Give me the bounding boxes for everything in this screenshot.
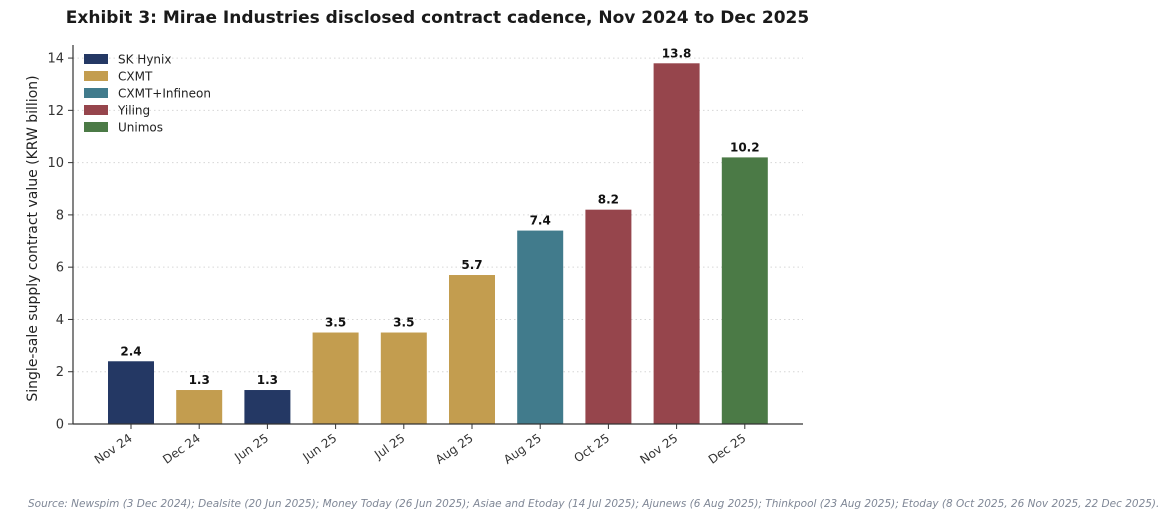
data-label: 5.7 (461, 258, 482, 272)
legend-swatch (84, 105, 108, 115)
legend-label: SK Hynix (118, 53, 171, 67)
bar-9 (721, 157, 768, 424)
bars (108, 63, 768, 425)
legend-label: CXMT+Infineon (118, 87, 211, 101)
bar-8 (653, 63, 700, 425)
y-tick-label: 14 (47, 52, 64, 67)
data-label: 2.4 (120, 344, 141, 358)
data-label: 1.3 (189, 373, 210, 387)
x-tick-label: Aug 25 (501, 431, 544, 467)
legend-label: Unimos (118, 121, 163, 135)
data-label: 1.3 (257, 373, 278, 387)
x-tick-label: Jun 25 (231, 431, 271, 465)
bar-7 (585, 209, 632, 424)
x-tick-label: Oct 25 (571, 431, 612, 465)
x-tick-label: Jun 25 (299, 431, 339, 465)
x-tick-label: Jul 25 (371, 431, 407, 462)
y-tick-label: 8 (56, 208, 64, 223)
x-tick-label: Dec 24 (160, 431, 203, 467)
data-label: 3.5 (325, 316, 346, 330)
bar-6 (517, 230, 564, 424)
bar-1 (176, 390, 223, 424)
bar-3 (312, 332, 359, 424)
data-label: 3.5 (393, 316, 414, 330)
source-note: Source: Newspim (3 Dec 2024); Dealsite (… (28, 498, 1160, 510)
legend-swatch (84, 122, 108, 132)
y-tick-label: 0 (56, 418, 64, 433)
data-labels: 2.4 1.3 1.3 3.5 3.5 5.7 7.4 8.2 13.8 10.2 (120, 46, 759, 387)
y-tick-label: 10 (47, 156, 64, 171)
data-label: 7.4 (530, 214, 551, 228)
legend-label: CXMT (118, 70, 153, 84)
legend-swatch (84, 88, 108, 98)
y-axis-label: Single-sale supply contract value (KRW b… (25, 75, 41, 401)
x-tick-label: Nov 24 (92, 431, 135, 467)
legend-swatch (84, 54, 108, 64)
x-tick-label: Aug 25 (433, 431, 476, 467)
data-label: 8.2 (598, 193, 619, 207)
y-tick-label: 2 (56, 365, 64, 380)
x-tick-label: Dec 25 (706, 431, 749, 467)
y-tick-label: 6 (56, 261, 64, 276)
y-tick-label: 12 (47, 104, 64, 119)
data-label: 10.2 (730, 140, 760, 154)
legend-swatch (84, 71, 108, 81)
x-tick-label: Nov 25 (637, 431, 680, 467)
bar-0 (108, 361, 154, 424)
legend: SK Hynix CXMT CXMT+Infineon Yiling Unimos (84, 53, 211, 135)
y-tick-label: 4 (56, 313, 64, 328)
bar-5 (449, 275, 495, 424)
chart-title: Exhibit 3: Mirae Industries disclosed co… (65, 8, 810, 28)
data-label: 13.8 (662, 46, 692, 60)
legend-label: Yiling (117, 104, 150, 118)
bar-2 (244, 390, 291, 424)
bar-4 (380, 332, 427, 424)
